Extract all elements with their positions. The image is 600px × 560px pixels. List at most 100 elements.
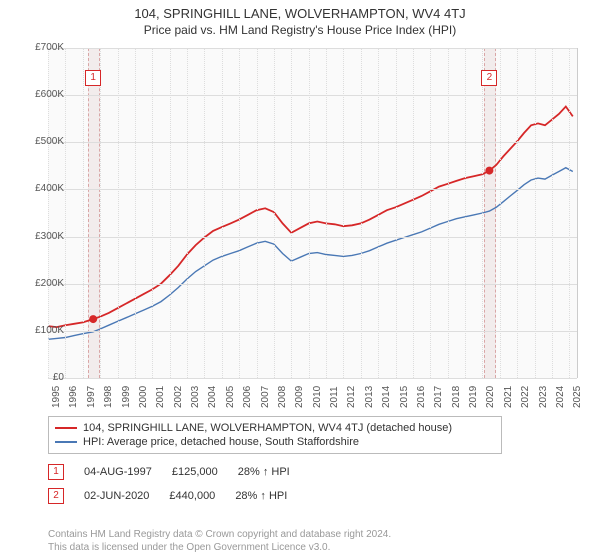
x-axis-label: 2001 bbox=[155, 386, 166, 408]
x-axis-label: 2008 bbox=[277, 386, 288, 408]
gridline-v bbox=[448, 48, 449, 378]
series-line-price_paid bbox=[48, 107, 573, 328]
x-axis-label: 2013 bbox=[364, 386, 375, 408]
gridline-v bbox=[187, 48, 188, 378]
gridline-v bbox=[413, 48, 414, 378]
x-axis-label: 2023 bbox=[538, 386, 549, 408]
y-axis-label: £0 bbox=[20, 372, 64, 383]
x-axis-label: 2017 bbox=[433, 386, 444, 408]
y-axis-label: £500K bbox=[20, 136, 64, 147]
sale-date-2: 02-JUN-2020 bbox=[84, 490, 149, 502]
gridline-v bbox=[326, 48, 327, 378]
legend-label-1: 104, SPRINGHILL LANE, WOLVERHAMPTON, WV4… bbox=[83, 422, 452, 434]
legend-row-series1: 104, SPRINGHILL LANE, WOLVERHAMPTON, WV4… bbox=[55, 421, 495, 435]
y-axis-label: £700K bbox=[20, 42, 64, 53]
x-axis-label: 2018 bbox=[451, 386, 462, 408]
y-axis-label: £600K bbox=[20, 89, 64, 100]
x-axis-label: 2010 bbox=[312, 386, 323, 408]
x-axis-label: 1996 bbox=[68, 386, 79, 408]
gridline-v bbox=[361, 48, 362, 378]
footer-line-1: Contains HM Land Registry data © Crown c… bbox=[48, 528, 391, 541]
gridline-v bbox=[170, 48, 171, 378]
y-axis-label: £400K bbox=[20, 183, 64, 194]
x-axis-label: 2022 bbox=[520, 386, 531, 408]
x-axis-label: 2006 bbox=[242, 386, 253, 408]
sale-hpi-1: 28% ↑ HPI bbox=[238, 466, 290, 478]
gridline-h bbox=[48, 331, 577, 332]
gridline-v bbox=[465, 48, 466, 378]
x-axis-label: 2019 bbox=[468, 386, 479, 408]
x-axis-label: 2000 bbox=[138, 386, 149, 408]
legend-row-series2: HPI: Average price, detached house, Sout… bbox=[55, 435, 495, 449]
x-axis-label: 2015 bbox=[399, 386, 410, 408]
x-axis-label: 1999 bbox=[121, 386, 132, 408]
y-axis-label: £200K bbox=[20, 278, 64, 289]
y-axis-label: £100K bbox=[20, 325, 64, 336]
x-axis-label: 1995 bbox=[51, 386, 62, 408]
gridline-v bbox=[135, 48, 136, 378]
sale-hpi-2: 28% ↑ HPI bbox=[235, 490, 287, 502]
sale-date-1: 04-AUG-1997 bbox=[84, 466, 152, 478]
x-axis-label: 2011 bbox=[329, 386, 340, 408]
gridline-h bbox=[48, 189, 577, 190]
gridline-h bbox=[48, 142, 577, 143]
gridline-v bbox=[83, 48, 84, 378]
sale-row-1: 1 04-AUG-1997 £125,000 28% ↑ HPI bbox=[48, 464, 290, 480]
x-axis-label: 2014 bbox=[381, 386, 392, 408]
gridline-v bbox=[343, 48, 344, 378]
plot-svg bbox=[48, 48, 577, 378]
x-axis-label: 2020 bbox=[485, 386, 496, 408]
series-line-hpi bbox=[48, 168, 573, 340]
legend-swatch-1 bbox=[55, 427, 77, 429]
x-axis-label: 2012 bbox=[346, 386, 357, 408]
footer-attribution: Contains HM Land Registry data © Crown c… bbox=[48, 528, 391, 554]
gridline-v bbox=[204, 48, 205, 378]
sale-price-2: £440,000 bbox=[169, 490, 215, 502]
x-axis-label: 2025 bbox=[572, 386, 583, 408]
legend-label-2: HPI: Average price, detached house, Sout… bbox=[83, 436, 359, 448]
sale-row-2: 2 02-JUN-2020 £440,000 28% ↑ HPI bbox=[48, 488, 287, 504]
chart-title: 104, SPRINGHILL LANE, WOLVERHAMPTON, WV4… bbox=[0, 0, 600, 21]
x-axis-label: 2009 bbox=[294, 386, 305, 408]
gridline-v bbox=[535, 48, 536, 378]
sale-dot bbox=[485, 167, 493, 175]
gridline-v bbox=[65, 48, 66, 378]
plot-area bbox=[48, 48, 578, 378]
x-axis-label: 2002 bbox=[173, 386, 184, 408]
sale-dot bbox=[89, 315, 97, 323]
x-axis-label: 2021 bbox=[503, 386, 514, 408]
gridline-h bbox=[48, 237, 577, 238]
gridline-v bbox=[239, 48, 240, 378]
x-axis-label: 1998 bbox=[103, 386, 114, 408]
x-axis-label: 1997 bbox=[86, 386, 97, 408]
chart-container: 104, SPRINGHILL LANE, WOLVERHAMPTON, WV4… bbox=[0, 0, 600, 560]
legend-swatch-2 bbox=[55, 441, 77, 443]
x-axis-label: 2004 bbox=[207, 386, 218, 408]
chart-subtitle: Price paid vs. HM Land Registry's House … bbox=[0, 21, 600, 37]
x-axis-label: 2024 bbox=[555, 386, 566, 408]
gridline-h bbox=[48, 284, 577, 285]
gridline-v bbox=[430, 48, 431, 378]
sale-price-1: £125,000 bbox=[172, 466, 218, 478]
gridline-v bbox=[552, 48, 553, 378]
gridline-v bbox=[291, 48, 292, 378]
sale-marker-box: 1 bbox=[85, 70, 101, 86]
gridline-v bbox=[274, 48, 275, 378]
gridline-v bbox=[100, 48, 101, 378]
x-axis-label: 2007 bbox=[260, 386, 271, 408]
gridline-v bbox=[482, 48, 483, 378]
x-axis-label: 2016 bbox=[416, 386, 427, 408]
y-axis-label: £300K bbox=[20, 231, 64, 242]
footer-line-2: This data is licensed under the Open Gov… bbox=[48, 541, 391, 554]
x-axis-label: 2003 bbox=[190, 386, 201, 408]
gridline-h bbox=[48, 378, 577, 379]
gridline-v bbox=[118, 48, 119, 378]
gridline-v bbox=[378, 48, 379, 378]
gridline-h bbox=[48, 48, 577, 49]
x-axis-label: 2005 bbox=[225, 386, 236, 408]
sale-marker-1: 1 bbox=[48, 464, 64, 480]
gridline-v bbox=[152, 48, 153, 378]
gridline-v bbox=[500, 48, 501, 378]
gridline-v bbox=[517, 48, 518, 378]
sale-marker-box: 2 bbox=[481, 70, 497, 86]
